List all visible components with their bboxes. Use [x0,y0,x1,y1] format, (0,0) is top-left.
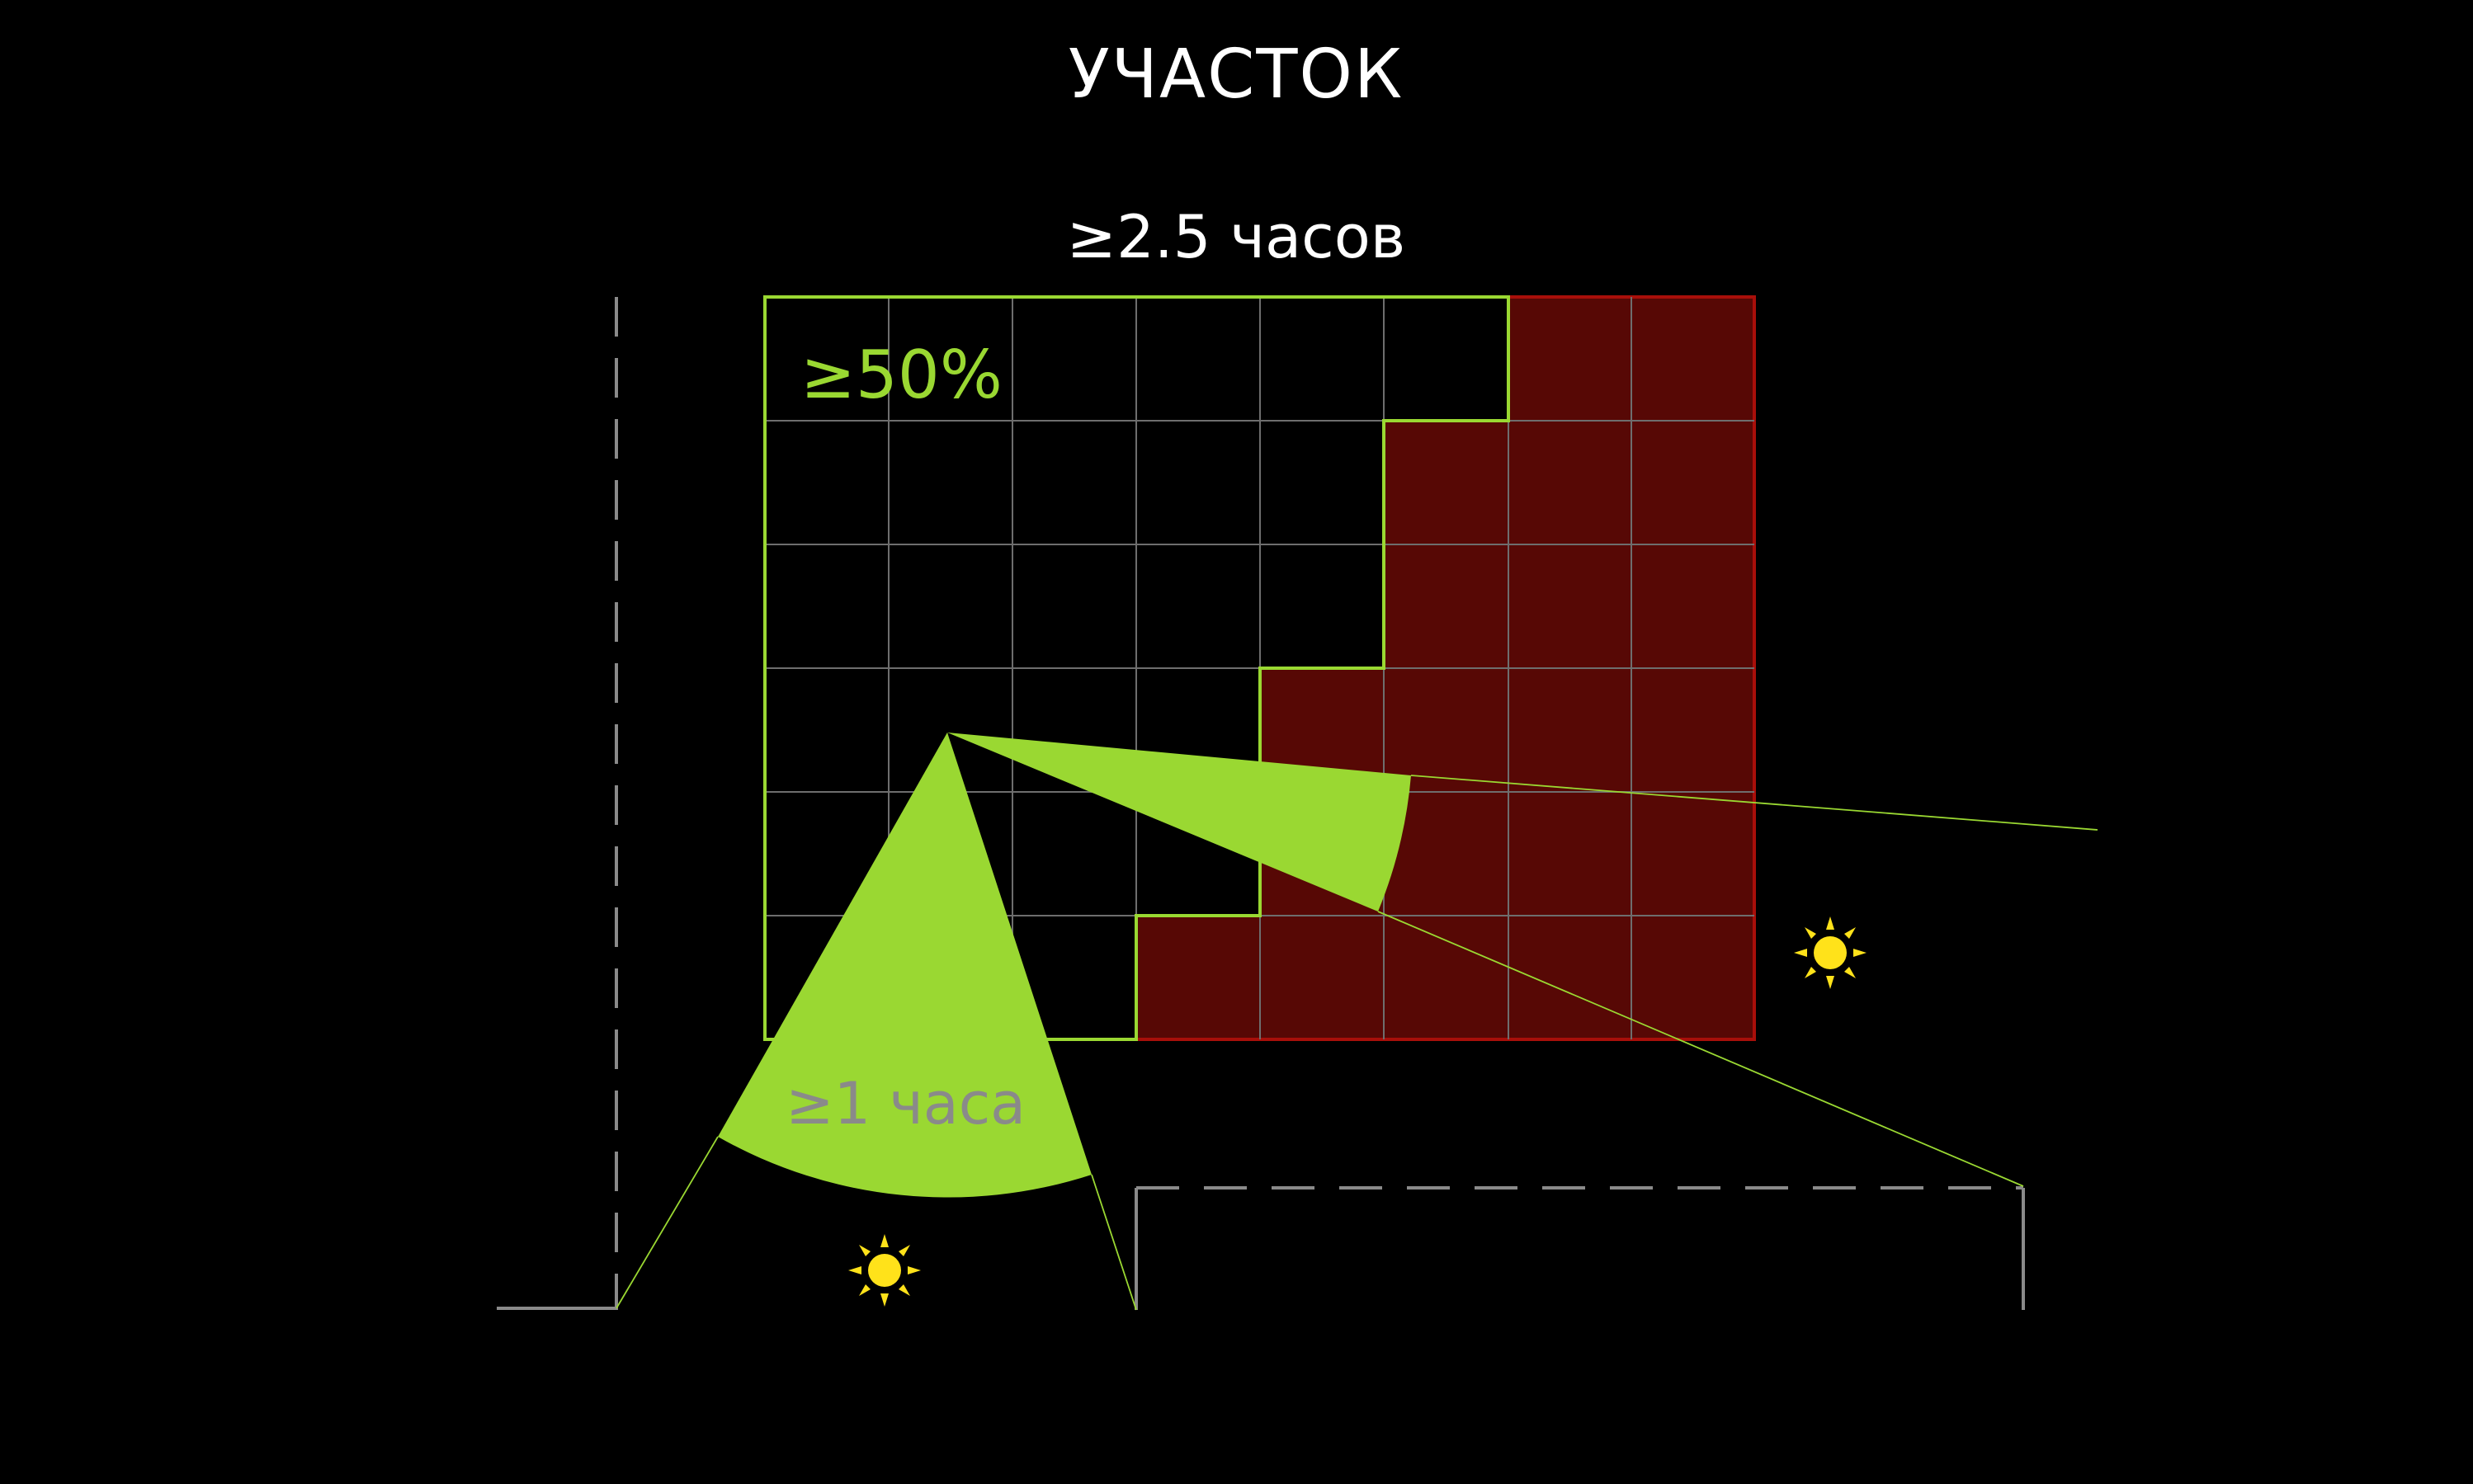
page-title: УЧАСТОК [1069,35,1404,114]
sun-sector-bottom [718,733,1092,1198]
sun-icon [1794,916,1867,989]
sun-rays [616,775,2098,1311]
sun-icon [848,1234,921,1307]
ray-line [1091,1174,1137,1311]
sun-sector-right [947,733,1411,912]
ray-line [1410,775,2098,831]
bottom-hours-label: ≥1 часа [786,1070,1026,1138]
ray-line [1377,911,2024,1187]
area-percent-label: ≥50% [800,337,1003,413]
top-hours-label: ≥2.5 часов [1067,202,1405,271]
ray-line [616,1136,719,1309]
